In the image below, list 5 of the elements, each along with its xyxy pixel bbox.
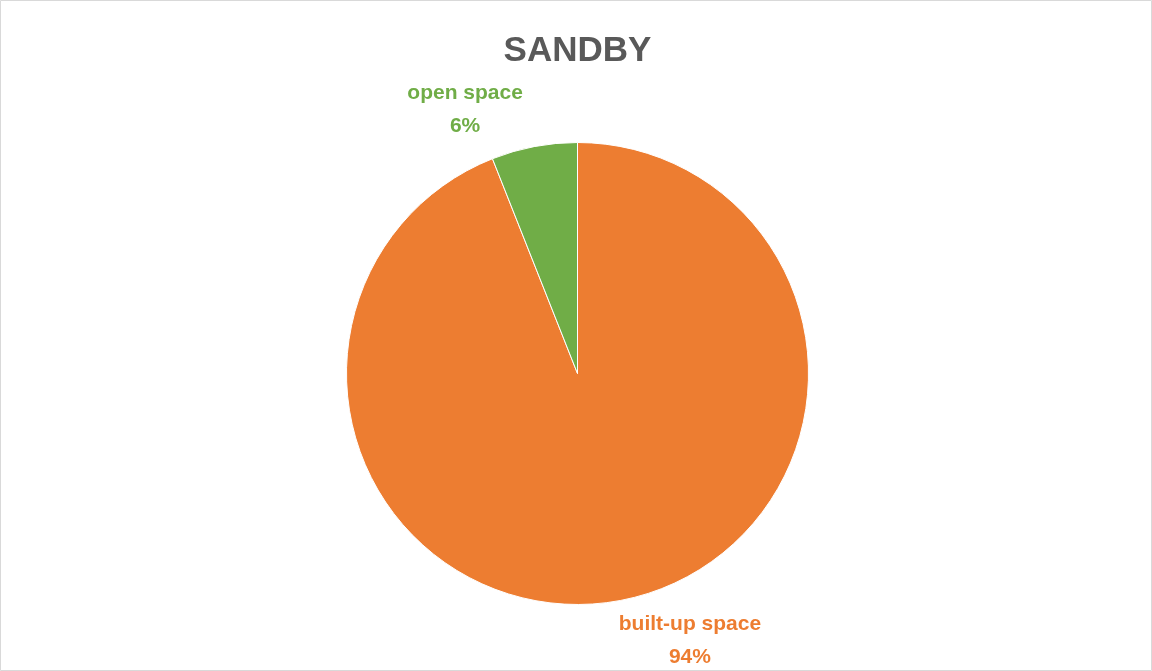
slice-label: built-up space xyxy=(618,610,762,634)
data-label: 94% xyxy=(668,643,712,667)
data-label: 6% xyxy=(449,113,481,137)
slice-label: open space xyxy=(407,80,523,104)
chart-title: SANDBY xyxy=(503,29,652,68)
